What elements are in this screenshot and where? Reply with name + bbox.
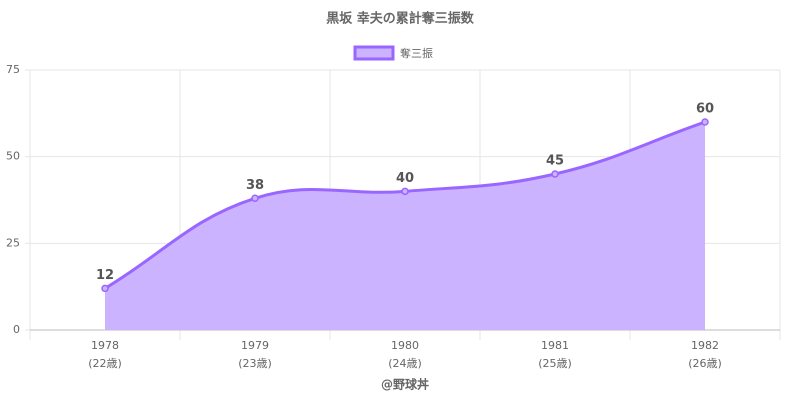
x-tick-sublabel: (23歳) xyxy=(238,357,272,370)
y-tick-label: 50 xyxy=(6,150,20,163)
y-tick-label: 75 xyxy=(6,63,20,76)
x-tick-label: 1982 xyxy=(691,339,719,352)
point xyxy=(251,194,259,203)
x-axis-label: @野球丼 xyxy=(381,377,429,392)
point xyxy=(401,187,409,196)
point xyxy=(101,284,109,293)
x-tick-sublabel: (22歳) xyxy=(88,357,122,370)
y-tick-label: 25 xyxy=(6,236,20,249)
data-label: 60 xyxy=(696,102,714,117)
point xyxy=(701,118,709,126)
data-label: 12 xyxy=(96,268,114,283)
x-tick-label: 1980 xyxy=(391,339,419,352)
x-tick-sublabel: (26歳) xyxy=(688,357,722,370)
legend-swatch xyxy=(353,45,395,61)
chart-title: 黒坂 幸夫の累計奪三振数 xyxy=(326,11,475,27)
x-tick-label: 1981 xyxy=(541,339,569,352)
legend-label: 奪三振 xyxy=(400,46,433,60)
point xyxy=(551,170,559,178)
x-tick-sublabel: (24歳) xyxy=(388,357,422,370)
x-tick-label: 1978 xyxy=(91,339,119,352)
x-tick-sublabel: (25歳) xyxy=(538,357,572,370)
data-label: 38 xyxy=(246,178,264,193)
data-label: 40 xyxy=(396,171,414,186)
y-tick-label: 0 xyxy=(13,323,20,336)
x-tick-label: 1979 xyxy=(241,339,269,352)
data-label: 45 xyxy=(546,154,564,169)
